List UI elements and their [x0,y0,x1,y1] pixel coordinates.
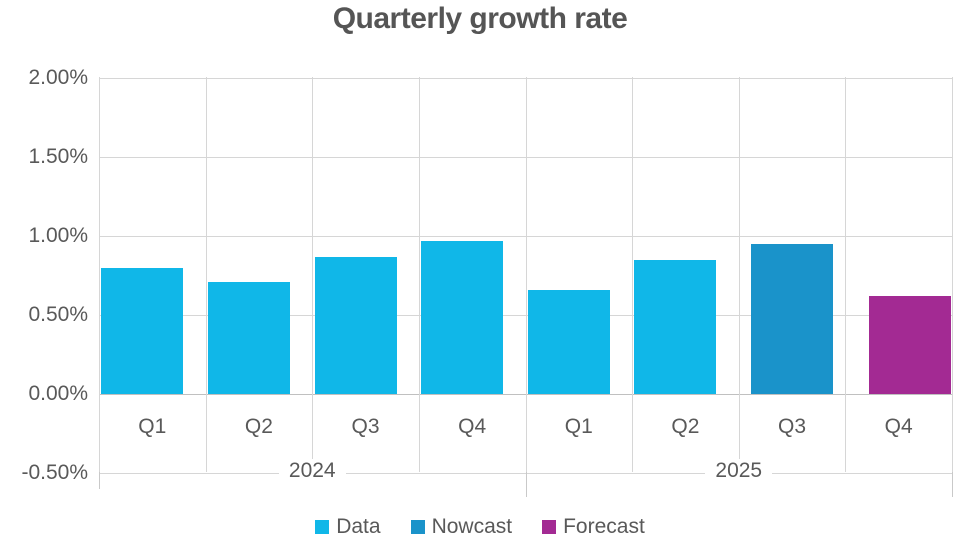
x-axis-category-label: Q2 [671,415,700,438]
legend-label-nowcast: Nowcast [431,514,513,538]
x-axis-category-label: Q3 [351,415,380,438]
bar-data-2024-q3[interactable] [314,256,397,394]
gridline-vertical [205,77,207,472]
x-axis-year-label: 2024 [99,458,526,484]
x-axis-category-label: Q4 [884,415,913,438]
legend-label-data: Data [336,514,381,538]
axis-tier-tick [525,472,527,497]
gridline-vertical [525,77,527,472]
legend-swatch-icon-data [315,519,330,534]
x-axis-category-label: Q4 [458,415,487,438]
legend-item-data[interactable]: Data [315,514,381,539]
y-axis-tick-label: 0.50% [28,303,88,326]
axis-tier-tick [99,472,100,489]
x-axis-year-label: 2025 [526,458,953,484]
y-axis-tick-label: -0.50% [21,461,88,484]
gridline-vertical [418,77,420,472]
gridline-vertical [845,77,847,472]
y-axis-tick-label: 1.00% [28,224,88,247]
gridline-vertical [99,77,100,472]
legend-item-forecast[interactable]: Forecast [542,515,645,539]
bar-nowcast-2025-q3[interactable] [751,243,834,394]
bar-forecast-2025-q4[interactable] [868,296,951,394]
legend-swatch-icon-forecast [542,519,557,534]
bar-data-2025-q1[interactable] [527,289,610,394]
chart-title: Quarterly growth rate [332,2,628,35]
gridline-vertical [952,77,953,472]
y-axis-tick-label: 2.00% [28,66,88,89]
bar-data-2024-q2[interactable] [207,281,290,394]
legend-label-forecast: Forecast [563,514,645,538]
gridline-vertical [312,77,314,472]
x-axis-category-label: Q1 [564,415,593,438]
x-axis-category-label: Q1 [138,415,167,438]
x-axis-category-label: Q2 [244,415,273,438]
gridline-vertical [738,77,740,472]
legend-item-nowcast[interactable]: Nowcast [410,514,513,539]
bar-data-2024-q4[interactable] [421,240,504,394]
bar-data-2024-q1[interactable] [101,267,184,394]
y-axis-tick-label: 1.50% [28,145,88,168]
y-axis-tick-label: 0.00% [28,382,88,405]
legend: Data Nowcast Forecast [0,513,960,540]
gridline-vertical [632,77,634,472]
bar-data-2025-q2[interactable] [634,259,717,394]
legend-swatch-icon-nowcast [410,519,425,534]
axis-tier-tick [952,472,953,497]
x-axis-category-label: Q3 [778,415,807,438]
